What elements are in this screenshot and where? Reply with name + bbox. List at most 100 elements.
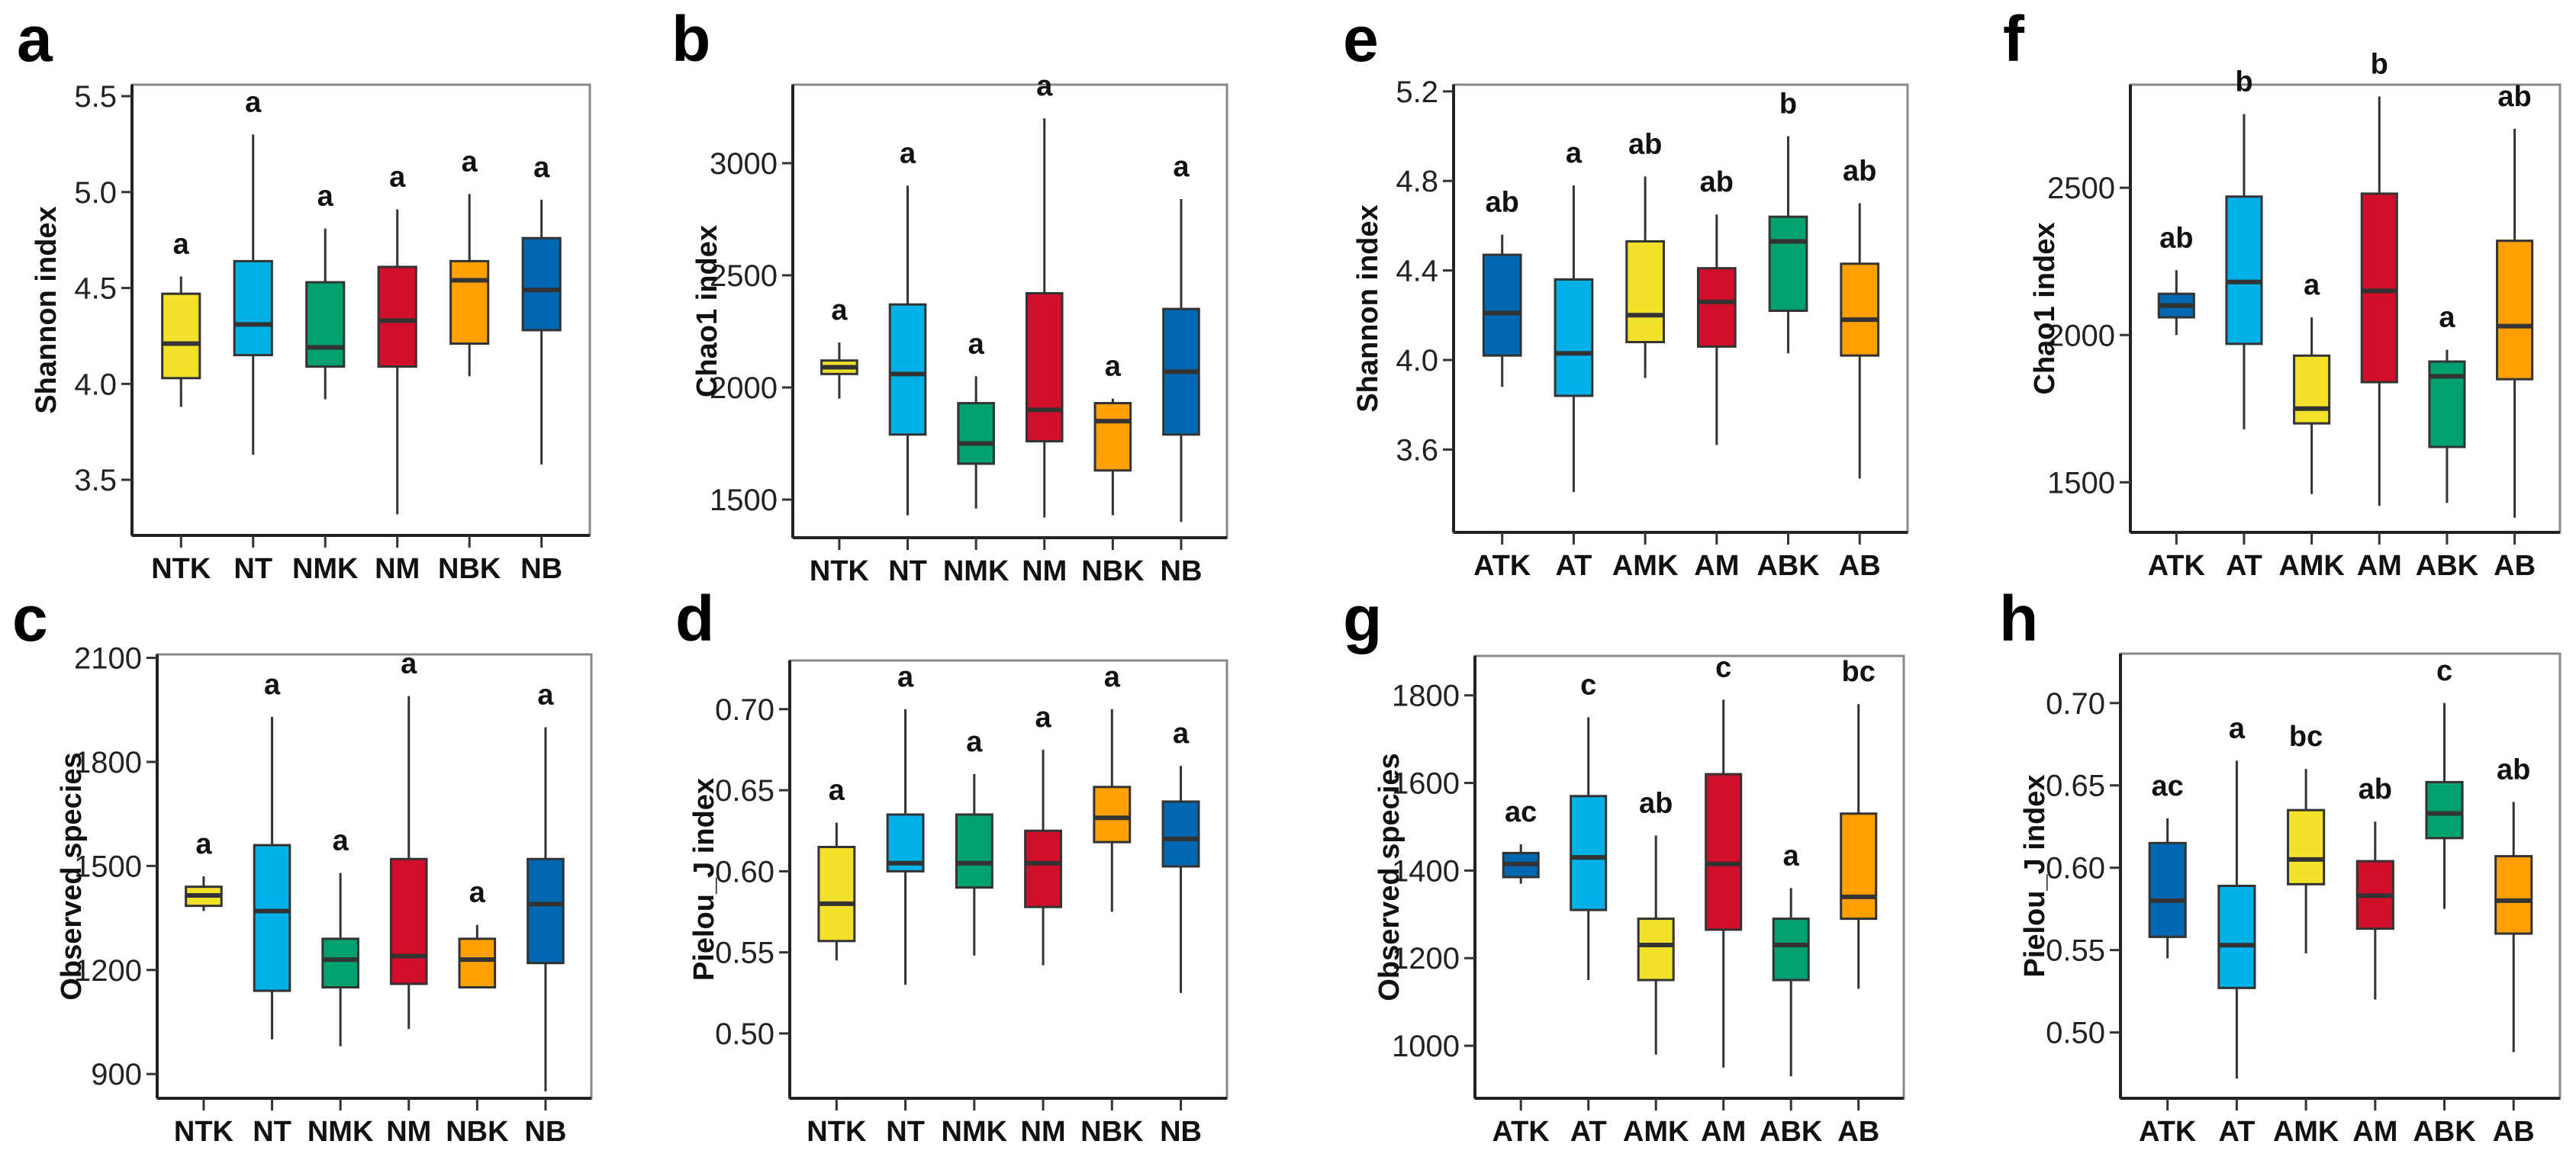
y-tick-label: 0.50 bbox=[2046, 1017, 2105, 1050]
box-NB bbox=[526, 857, 565, 965]
box-AB bbox=[2496, 239, 2534, 381]
panel-label: h bbox=[1999, 583, 2038, 654]
box-NMK bbox=[955, 813, 993, 889]
box-AB bbox=[1840, 262, 1880, 357]
significance-letter: b bbox=[2235, 66, 2252, 98]
significance-letter: a bbox=[264, 669, 281, 701]
box-AMK bbox=[1637, 918, 1675, 982]
x-tick-label: NT bbox=[253, 1116, 291, 1148]
x-tick-label: ATK bbox=[1492, 1116, 1550, 1148]
significance-letter: b bbox=[1779, 88, 1797, 121]
significance-letter: ab bbox=[1628, 128, 1662, 160]
significance-letter: ab bbox=[2159, 222, 2193, 254]
x-tick-label: AM bbox=[1701, 1116, 1746, 1148]
x-tick-label: AT bbox=[1570, 1116, 1607, 1148]
significance-letter: a bbox=[333, 824, 349, 857]
box-NM bbox=[389, 857, 428, 985]
box-NBK bbox=[458, 937, 497, 988]
significance-letter: a bbox=[173, 228, 190, 260]
significance-letter: bc bbox=[2289, 721, 2323, 753]
significance-letter: a bbox=[1104, 661, 1121, 693]
x-tick-label: NBK bbox=[438, 553, 501, 585]
box-NM bbox=[1024, 829, 1063, 908]
box-AB bbox=[1840, 812, 1878, 921]
y-tick-label: 0.70 bbox=[715, 693, 774, 727]
x-tick-label: AT bbox=[2226, 550, 2262, 582]
box-NM bbox=[1025, 291, 1064, 443]
significance-letter: a bbox=[537, 679, 554, 711]
box-NBK bbox=[449, 259, 490, 346]
x-tick-label: AM bbox=[1694, 550, 1739, 582]
significance-letter: ab bbox=[1639, 787, 1673, 819]
y-axis-label: Observed species bbox=[1373, 753, 1406, 1001]
plot-frame bbox=[2129, 83, 2562, 534]
panel-label: a bbox=[17, 3, 53, 75]
panel-label: e bbox=[1343, 3, 1379, 75]
significance-letter: b bbox=[2371, 48, 2388, 80]
y-tick-label: 1500 bbox=[2047, 466, 2115, 500]
panel-label: f bbox=[2003, 3, 2025, 75]
y-tick-label: 2500 bbox=[2047, 172, 2115, 205]
significance-letter: c bbox=[1580, 669, 1596, 701]
significance-letter: a bbox=[462, 146, 478, 178]
y-axis-label: Chao1 index bbox=[691, 225, 723, 397]
significance-letter: c bbox=[1715, 651, 1731, 683]
x-tick-label: AB bbox=[1837, 1116, 1879, 1148]
panel-c: c 900 1200 1500 1800 2100 Observed species a NTK… bbox=[12, 583, 593, 1148]
box-NT bbox=[253, 844, 291, 992]
y-tick-label: 0.60 bbox=[715, 855, 774, 889]
x-tick-label: AB bbox=[2493, 1116, 2535, 1148]
y-tick-label: 4.5 bbox=[74, 272, 117, 306]
panel-b: b 1500 2000 2500 3000 Chao1 index a NTK a NT a NMK a… bbox=[671, 3, 1228, 587]
significance-letter: a bbox=[401, 648, 417, 680]
x-tick-label: NBK bbox=[1080, 1116, 1144, 1148]
significance-letter: a bbox=[1105, 351, 1122, 383]
x-tick-label: AT bbox=[2218, 1116, 2255, 1148]
significance-letter: ab bbox=[1843, 156, 1876, 188]
y-axis-label: Shannon index bbox=[1352, 204, 1384, 412]
significance-letter: ab bbox=[1486, 187, 1519, 219]
y-tick-label: 0.65 bbox=[2046, 770, 2105, 803]
plot-frame bbox=[791, 83, 1228, 539]
y-tick-label: 1000 bbox=[1392, 1030, 1460, 1063]
y-tick-label: 1800 bbox=[74, 746, 142, 779]
plot-frame bbox=[156, 653, 593, 1100]
significance-letter: bc bbox=[1842, 656, 1876, 688]
significance-letter: a bbox=[1173, 718, 1190, 750]
x-tick-label: NT bbox=[886, 1116, 925, 1148]
x-tick-label: NB bbox=[525, 1116, 567, 1148]
significance-letter: ab bbox=[1700, 166, 1734, 198]
box-AMK bbox=[1625, 239, 1665, 344]
y-tick-label: 5.2 bbox=[1396, 76, 1438, 109]
x-tick-label: NBK bbox=[446, 1116, 509, 1148]
y-axis-label: Pielou_J index bbox=[2019, 774, 2051, 977]
x-tick-label: NM bbox=[375, 553, 420, 585]
box-NB bbox=[1161, 800, 1200, 868]
box-NBK bbox=[1093, 786, 1132, 844]
panel-d: d 0.50 0.55 0.60 0.65 0.70 Pielou_J index a NTK a… bbox=[675, 583, 1228, 1148]
plot-frame bbox=[1473, 654, 1905, 1100]
x-tick-label: ABK bbox=[1757, 550, 1820, 582]
y-tick-label: 0.60 bbox=[2046, 852, 2105, 886]
y-axis-label: Chao1 index bbox=[2029, 223, 2061, 395]
panel-label: g bbox=[1343, 583, 1382, 654]
significance-letter: a bbox=[2229, 712, 2246, 744]
x-tick-label: NTK bbox=[151, 553, 211, 585]
y-tick-label: 0.55 bbox=[2046, 934, 2105, 968]
plot-frame bbox=[2119, 652, 2562, 1100]
y-tick-label: 5.5 bbox=[74, 80, 117, 114]
significance-letter: a bbox=[1035, 702, 1051, 734]
y-tick-label: 1200 bbox=[1392, 942, 1460, 976]
significance-letter: a bbox=[968, 328, 985, 360]
panel-f: f 1500 2000 2500 Chao1 index ab ATK b AT a AMK b AM a… bbox=[2003, 3, 2562, 582]
box-NT bbox=[233, 259, 273, 357]
y-tick-label: 1500 bbox=[74, 850, 142, 883]
y-tick-label: 1800 bbox=[1392, 680, 1460, 713]
y-tick-label: 1400 bbox=[1392, 854, 1460, 888]
x-tick-label: NB bbox=[1160, 1116, 1202, 1148]
y-tick-label: 3000 bbox=[710, 147, 778, 181]
box-NTK bbox=[161, 292, 201, 380]
box-AT bbox=[2217, 884, 2256, 989]
box-NTK bbox=[817, 845, 856, 943]
